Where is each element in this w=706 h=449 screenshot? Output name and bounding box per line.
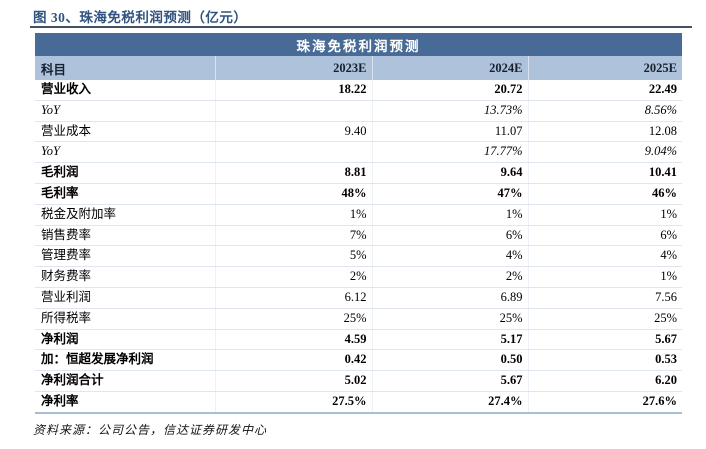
row-label: 营业利润 (35, 287, 216, 309)
row-value: 18.22 (215, 80, 373, 101)
row-value: 1% (372, 204, 529, 226)
table-row: 毛利率 48% 47% 46% (35, 183, 682, 205)
table-row: 所得税率 25% 25% 25% (35, 308, 682, 330)
row-value: 4.59 (215, 329, 373, 351)
row-label: 所得税率 (35, 308, 216, 330)
row-value: 5% (215, 245, 373, 268)
table-row: 净利润 4.59 5.17 5.67 (35, 329, 682, 351)
row-label: 毛利率 (35, 183, 216, 205)
row-label: 毛利润 (35, 162, 216, 184)
row-value: 27.6% (642, 393, 677, 408)
header-cell-account: 科目 (35, 56, 216, 80)
row-value: 25% (528, 308, 682, 330)
row-value (215, 141, 373, 164)
row-value: 8.56% (528, 100, 682, 122)
row-value (215, 100, 373, 122)
row-value: 0.53 (528, 349, 682, 372)
table-row: YoY 17.77% 9.04% (35, 141, 682, 164)
row-value: 1% (215, 204, 373, 226)
table-row: 加：恒超发展净利润 0.42 0.50 0.53 (35, 349, 682, 372)
row-value: 11.07 (372, 121, 529, 143)
table-body: 营业收入 18.22 20.72 22.49 YoY 13.73% 8.56% 营业成本 9.4… (35, 80, 682, 412)
row-value: 48% (215, 183, 373, 205)
row-value: 1% (528, 204, 682, 226)
table-row: 税金及附加率 1% 1% 1% (35, 204, 682, 226)
row-value: 17.77% (372, 141, 529, 164)
row-value: 25% (372, 308, 529, 330)
row-label: 净利润 (35, 329, 216, 351)
table-row: 财务费率 2% 2% 1% (35, 266, 682, 288)
row-value: 6% (372, 225, 529, 247)
row-value: 4% (372, 245, 529, 268)
table-row: YoY 13.73% 8.56% (35, 100, 682, 122)
row-value: 6.12 (215, 287, 373, 309)
row-value: 25% (215, 308, 373, 330)
row-value: 5.02 (215, 370, 373, 392)
row-value: 22.49 (528, 80, 682, 101)
table-banner-row: 珠海免税利润预测 (35, 33, 682, 56)
row-label: 净利润合计 (35, 370, 216, 392)
row-label: 管理费率 (35, 245, 216, 268)
header-cell-2024e: 2024E (372, 56, 529, 80)
row-value: 12.08 (528, 121, 682, 143)
row-value: 9.04% (528, 141, 682, 164)
row-value: 0.42 (215, 349, 373, 372)
row-label: 营业成本 (35, 121, 216, 143)
profit-forecast-table: 珠海免税利润预测 科目 2023E 2024E 2025E 营业收入 18.22 2… (35, 33, 682, 414)
row-label: YoY (35, 141, 216, 164)
row-value: 6.20 (528, 370, 682, 392)
table-row: 净利润合计 5.02 5.67 6.20 (35, 370, 682, 392)
row-value: 4% (528, 245, 682, 268)
row-value: 7.56 (528, 287, 682, 309)
table-row: 净利率 27.5% 27.4% 27.6% (35, 391, 682, 412)
row-label: YoY (35, 100, 216, 122)
row-value: 27.4% (372, 391, 529, 412)
table-banner-title: 珠海免税利润预测 (35, 33, 682, 56)
row-label: 加：恒超发展净利润 (35, 349, 216, 372)
page-title: 图 30、珠海免税利润预测（亿元） (33, 10, 248, 25)
table-row: 管理费率 5% 4% 4% (35, 245, 682, 268)
row-value: 47% (372, 183, 529, 205)
row-label: 税金及附加率 (35, 204, 216, 226)
row-value: 7% (215, 225, 373, 247)
header-cell-2025e: 2025E (528, 56, 682, 80)
table-row: 毛利润 8.81 9.64 10.41 (35, 162, 682, 184)
row-label: 净利率 (35, 391, 216, 412)
row-value: 46% (528, 183, 682, 205)
row-value: 0.50 (372, 349, 529, 372)
source-note: 资料来源：公司公告，信达证券研发中心 (33, 423, 268, 437)
row-label: 销售费率 (35, 225, 216, 247)
title-rule (30, 26, 692, 28)
row-value: 2% (215, 266, 373, 288)
row-value: 8.81 (215, 162, 373, 184)
row-value: 9.40 (215, 121, 373, 143)
row-value: 20.72 (372, 80, 529, 101)
row-value: 1% (528, 266, 682, 288)
table-row: 销售费率 7% 6% 6% (35, 225, 682, 247)
row-value: 13.73% (372, 100, 529, 122)
row-value: 2% (372, 266, 529, 288)
row-label: 财务费率 (35, 266, 216, 288)
row-value: 9.64 (372, 162, 529, 184)
table-row: 营业收入 18.22 20.72 22.49 (35, 80, 682, 101)
row-value: 6% (528, 225, 682, 247)
row-value: 10.41 (528, 162, 682, 184)
column-header-row: 科目 2023E 2024E 2025E (35, 56, 682, 80)
row-value: 5.67 (528, 329, 682, 351)
row-label: 营业收入 (35, 80, 216, 101)
header-cell-2023e: 2023E (215, 56, 373, 80)
row-value: 27.5% (215, 391, 373, 412)
row-value: 6.89 (372, 287, 529, 309)
table-row: 营业利润 6.12 6.89 7.56 (35, 287, 682, 309)
row-value: 5.67 (372, 370, 529, 392)
table-row: 营业成本 9.40 11.07 12.08 (35, 121, 682, 143)
profit-forecast-table-grid: 珠海免税利润预测 科目 2023E 2024E 2025E 营业收入 18.22 2… (35, 33, 682, 412)
row-value: 5.17 (372, 329, 529, 351)
